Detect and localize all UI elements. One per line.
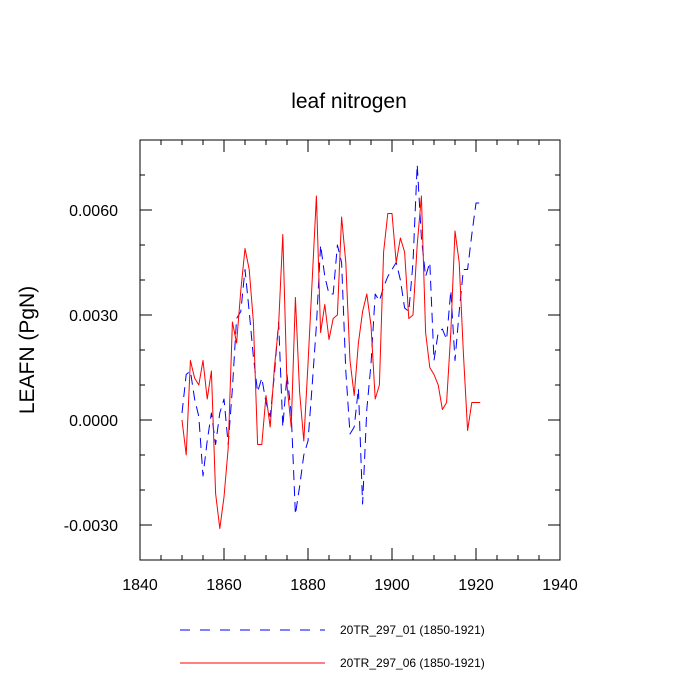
plot-frame: [139, 139, 561, 561]
x-tick-label: 1900: [374, 577, 410, 594]
legend-label-2: 20TR_297_06 (1850-1921): [340, 656, 485, 670]
series-line-1: [181, 164, 481, 515]
y-tick-label: 0.0000: [69, 413, 118, 430]
tick-labels: 1840 1860 1880 1900 1920 1940 -0.0030 0.0000 0.0…: [64, 203, 578, 594]
y-tick-label: -0.0030: [64, 518, 118, 535]
chart-title: leaf nitrogen: [291, 90, 407, 113]
x-tick-label: 1840: [122, 577, 158, 594]
legend: 20TR_297_01 (1850-1921) 20TR_297_06 (1850…: [180, 623, 485, 670]
series-line-2: [181, 195, 481, 529]
axis-ticks: [139, 139, 561, 561]
series-lines: [181, 164, 481, 529]
x-tick-label: 1920: [458, 577, 494, 594]
legend-label-1: 20TR_297_01 (1850-1921): [340, 623, 485, 637]
y-tick-label: 0.0060: [69, 203, 118, 220]
x-tick-label: 1860: [206, 577, 242, 594]
x-tick-label: 1880: [290, 577, 326, 594]
x-tick-label: 1940: [542, 577, 578, 594]
y-tick-label: 0.0030: [69, 308, 118, 325]
y-axis-label: LEAFN (PgN): [16, 286, 39, 414]
